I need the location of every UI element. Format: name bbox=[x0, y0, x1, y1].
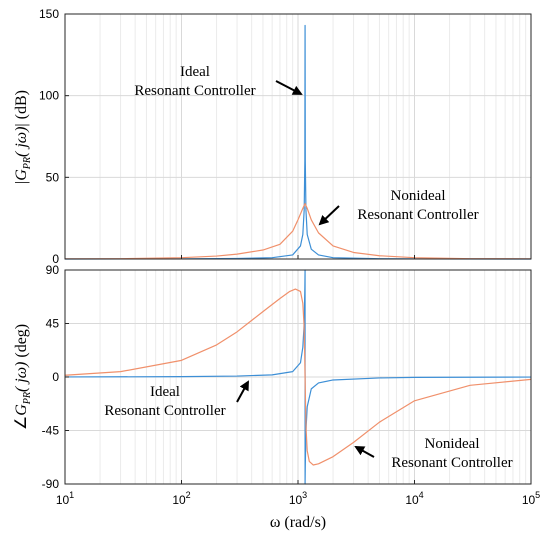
phase-ylabel-unit: (deg) bbox=[13, 324, 30, 358]
ideal-annotation-phase: Ideal Resonant Controller bbox=[104, 380, 249, 419]
magnitude-ylabel-g: G bbox=[13, 169, 30, 181]
annotation-line-2: Resonant Controller bbox=[134, 83, 255, 99]
x-axis-label: ω (rad/s) bbox=[270, 514, 326, 531]
y-tick-label: 90 bbox=[46, 263, 60, 277]
magnitude-ylabel-arg: ( jω) bbox=[13, 127, 30, 157]
phase-panel: -90 -45 0 45 90 101 102 103 104 105 ∠GPR( jω) (d… bbox=[13, 263, 540, 531]
annotation-line-2: Resonant Controller bbox=[357, 207, 478, 223]
annotation-line-2: Resonant Controller bbox=[391, 455, 512, 471]
annotation-line-1: Nonideal bbox=[391, 188, 446, 204]
nonideal-annotation-magnitude: Nonideal Resonant Controller bbox=[318, 188, 479, 226]
magnitude-ylabel-sub: PR bbox=[22, 157, 33, 170]
magnitude-ylabel-unit: (dB) bbox=[13, 90, 30, 119]
y-tick-label: 150 bbox=[39, 7, 59, 21]
annotation-line-1: Nonideal bbox=[425, 436, 480, 452]
nonideal-magnitude-line bbox=[64, 202, 532, 260]
magnitude-series bbox=[64, 24, 532, 260]
magnitude-ylabel-close: | bbox=[13, 123, 30, 126]
y-tick-label: 0 bbox=[52, 370, 59, 384]
y-tick-label: 100 bbox=[39, 89, 59, 103]
ideal-magnitude-line bbox=[64, 24, 532, 260]
annotation-line-1: Ideal bbox=[180, 64, 210, 80]
phase-x-ticks: 101 102 103 104 105 bbox=[56, 490, 540, 507]
annotation-arrow bbox=[354, 446, 375, 458]
magnitude-ylabel-open: | bbox=[13, 181, 30, 184]
phase-ylabel-sub: PR bbox=[22, 392, 33, 405]
x-tick-label: 101 bbox=[56, 490, 74, 507]
phase-y-ticks: -90 -45 0 45 90 bbox=[42, 263, 532, 491]
phase-ylabel-open: ∠ bbox=[13, 416, 30, 430]
x-tick-label: 105 bbox=[522, 490, 540, 507]
annotation-arrow bbox=[275, 80, 303, 95]
annotation-arrow bbox=[236, 380, 249, 403]
y-tick-label: 45 bbox=[46, 317, 60, 331]
magnitude-y-ticks: 0 50 100 150 bbox=[39, 7, 532, 266]
phase-y-axis-label: ∠GPR( jω) (deg) bbox=[13, 324, 33, 430]
nonideal-annotation-phase: Nonideal Resonant Controller bbox=[354, 436, 513, 471]
annotation-arrow bbox=[318, 205, 340, 226]
phase-ylabel-g: G bbox=[13, 404, 30, 416]
x-tick-label: 102 bbox=[172, 490, 190, 507]
ideal-annotation-magnitude: Ideal Resonant Controller bbox=[134, 64, 303, 99]
annotation-line-1: Ideal bbox=[150, 384, 180, 400]
x-tick-label: 104 bbox=[405, 490, 423, 507]
phase-series bbox=[64, 269, 532, 485]
y-tick-label: 0 bbox=[52, 252, 59, 266]
phase-ylabel-arg: ( jω) bbox=[13, 362, 30, 392]
y-tick-label: -90 bbox=[42, 477, 60, 491]
y-tick-label: -45 bbox=[42, 424, 60, 438]
x-tick-label: 103 bbox=[289, 490, 307, 507]
magnitude-y-axis-label: |GPR( jω)| (dB) bbox=[13, 90, 33, 184]
nonideal-phase-line bbox=[64, 288, 532, 466]
y-tick-label: 50 bbox=[46, 170, 60, 184]
annotation-line-2: Resonant Controller bbox=[104, 403, 225, 419]
